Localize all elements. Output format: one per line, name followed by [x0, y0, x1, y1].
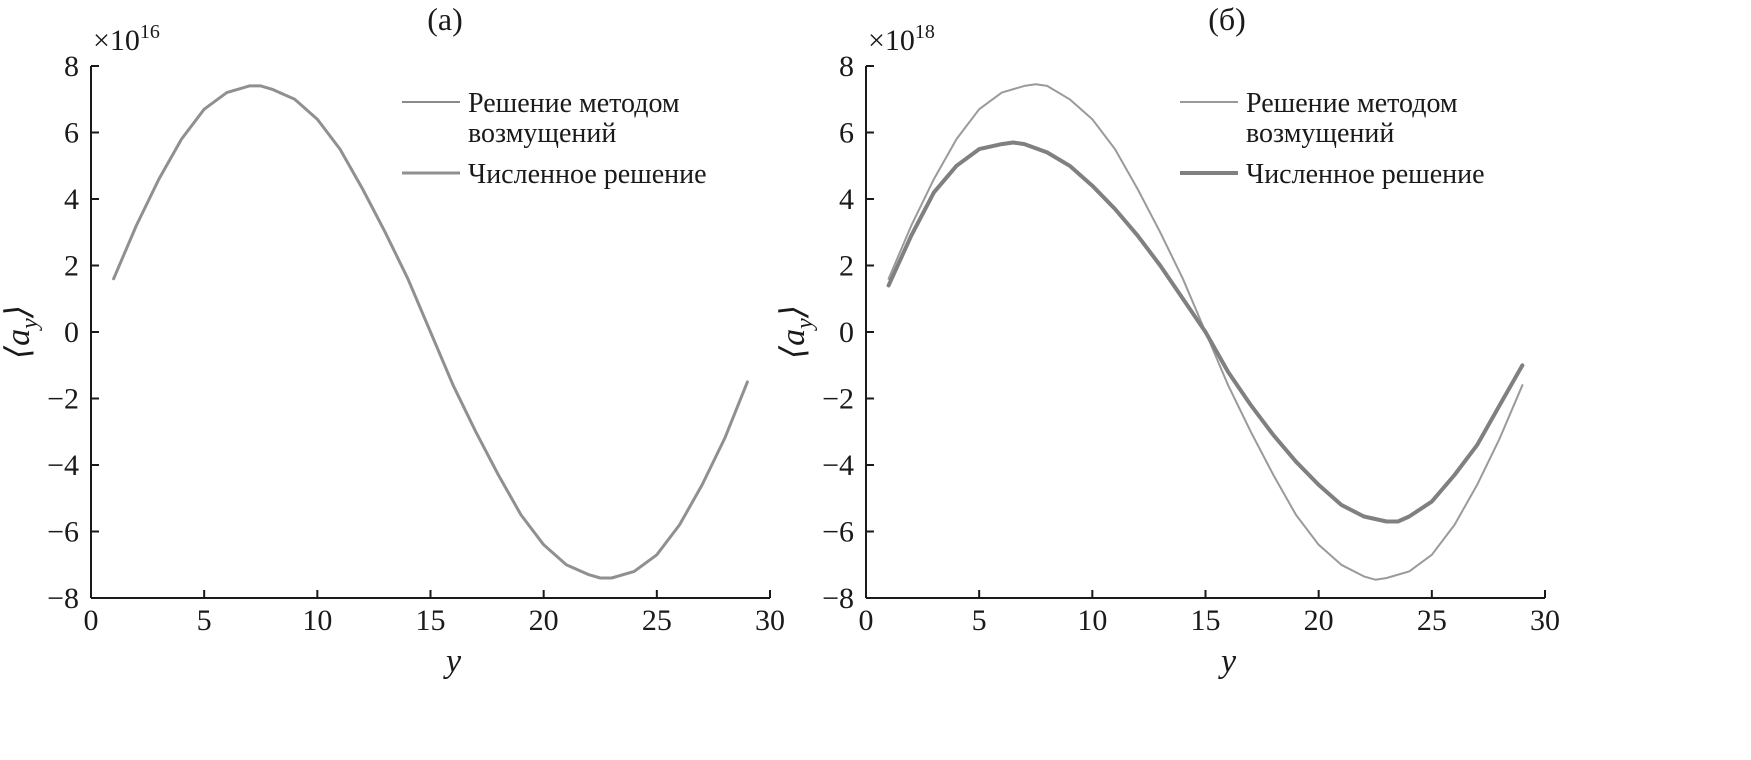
legend-label-numerical: Численное решение	[1246, 159, 1485, 190]
y-axis-label-subscript: y	[792, 318, 818, 331]
y-axis-label-subscript: y	[17, 318, 43, 331]
x-tick-label: 10	[302, 604, 332, 637]
x-tick-label: 5	[197, 604, 212, 637]
series-line-numerical	[886, 140, 1525, 524]
scale-multiplier: ×1016	[93, 21, 160, 57]
legend-label-perturbation-line1: Решение методом	[1246, 88, 1458, 119]
y-axis-label-main: ⟨a	[0, 329, 37, 359]
x-tick-label: 15	[1191, 604, 1221, 637]
y-tick-label: 4	[839, 183, 854, 216]
x-tick-label: 15	[416, 604, 446, 637]
x-tick-label: 10	[1077, 604, 1107, 637]
y-tick-label: 6	[64, 117, 79, 150]
y-tick-label: −8	[47, 582, 79, 615]
x-tick-label: 20	[529, 604, 559, 637]
y-tick-label: −4	[47, 449, 79, 482]
scale-multiplier: ×1018	[868, 21, 935, 57]
x-tick-label: 30	[755, 604, 785, 637]
y-tick-label: 2	[839, 250, 854, 283]
y-tick-label: 4	[64, 183, 79, 216]
x-tick-label: 0	[859, 604, 874, 637]
x-axis-label: y	[443, 643, 462, 680]
y-tick-label: 0	[64, 316, 79, 349]
legend-label-numerical: Численное решение	[468, 159, 707, 190]
legend-label-perturbation-line1: Решение методом	[468, 88, 680, 119]
x-tick-label: 25	[642, 604, 672, 637]
x-axis-label: y	[1218, 643, 1237, 680]
y-tick-label: −2	[47, 383, 79, 416]
legend-label-perturbation-line2: возмущений	[468, 118, 616, 149]
scale-multiplier-base: ×10	[868, 24, 915, 57]
y-tick-label: 6	[839, 117, 854, 150]
y-tick-label: 8	[64, 50, 79, 83]
scale-multiplier-base: ×10	[93, 24, 140, 57]
x-tick-label: 20	[1304, 604, 1334, 637]
x-tick-label: 5	[972, 604, 987, 637]
scale-multiplier-exponent: 18	[915, 21, 935, 43]
y-tick-label: −4	[822, 449, 854, 482]
y-tick-label: −2	[822, 383, 854, 416]
scale-multiplier-exponent: 16	[140, 21, 160, 43]
y-tick-label: 8	[839, 50, 854, 83]
legend-label-perturbation-line2: возмущений	[1246, 118, 1394, 149]
x-tick-label: 0	[84, 604, 99, 637]
x-tick-label: 25	[1417, 604, 1447, 637]
y-tick-label: 2	[64, 250, 79, 283]
y-axis-label-main: ⟨a	[775, 329, 812, 359]
x-tick-label: 30	[1530, 604, 1560, 637]
y-tick-label: −6	[822, 516, 854, 549]
y-axis-label-close: ⟩	[775, 305, 812, 319]
series-line-numerical	[112, 84, 749, 580]
y-tick-label: −6	[47, 516, 79, 549]
y-tick-label: 0	[839, 316, 854, 349]
y-axis-label-close: ⟩	[0, 305, 37, 319]
panel-title: (a)	[427, 1, 463, 37]
y-axis-label: ⟨ay⟩	[775, 305, 818, 359]
y-tick-label: −8	[822, 582, 854, 615]
y-axis-label: ⟨ay⟩	[0, 305, 43, 359]
panel-title: (б)	[1208, 1, 1246, 37]
